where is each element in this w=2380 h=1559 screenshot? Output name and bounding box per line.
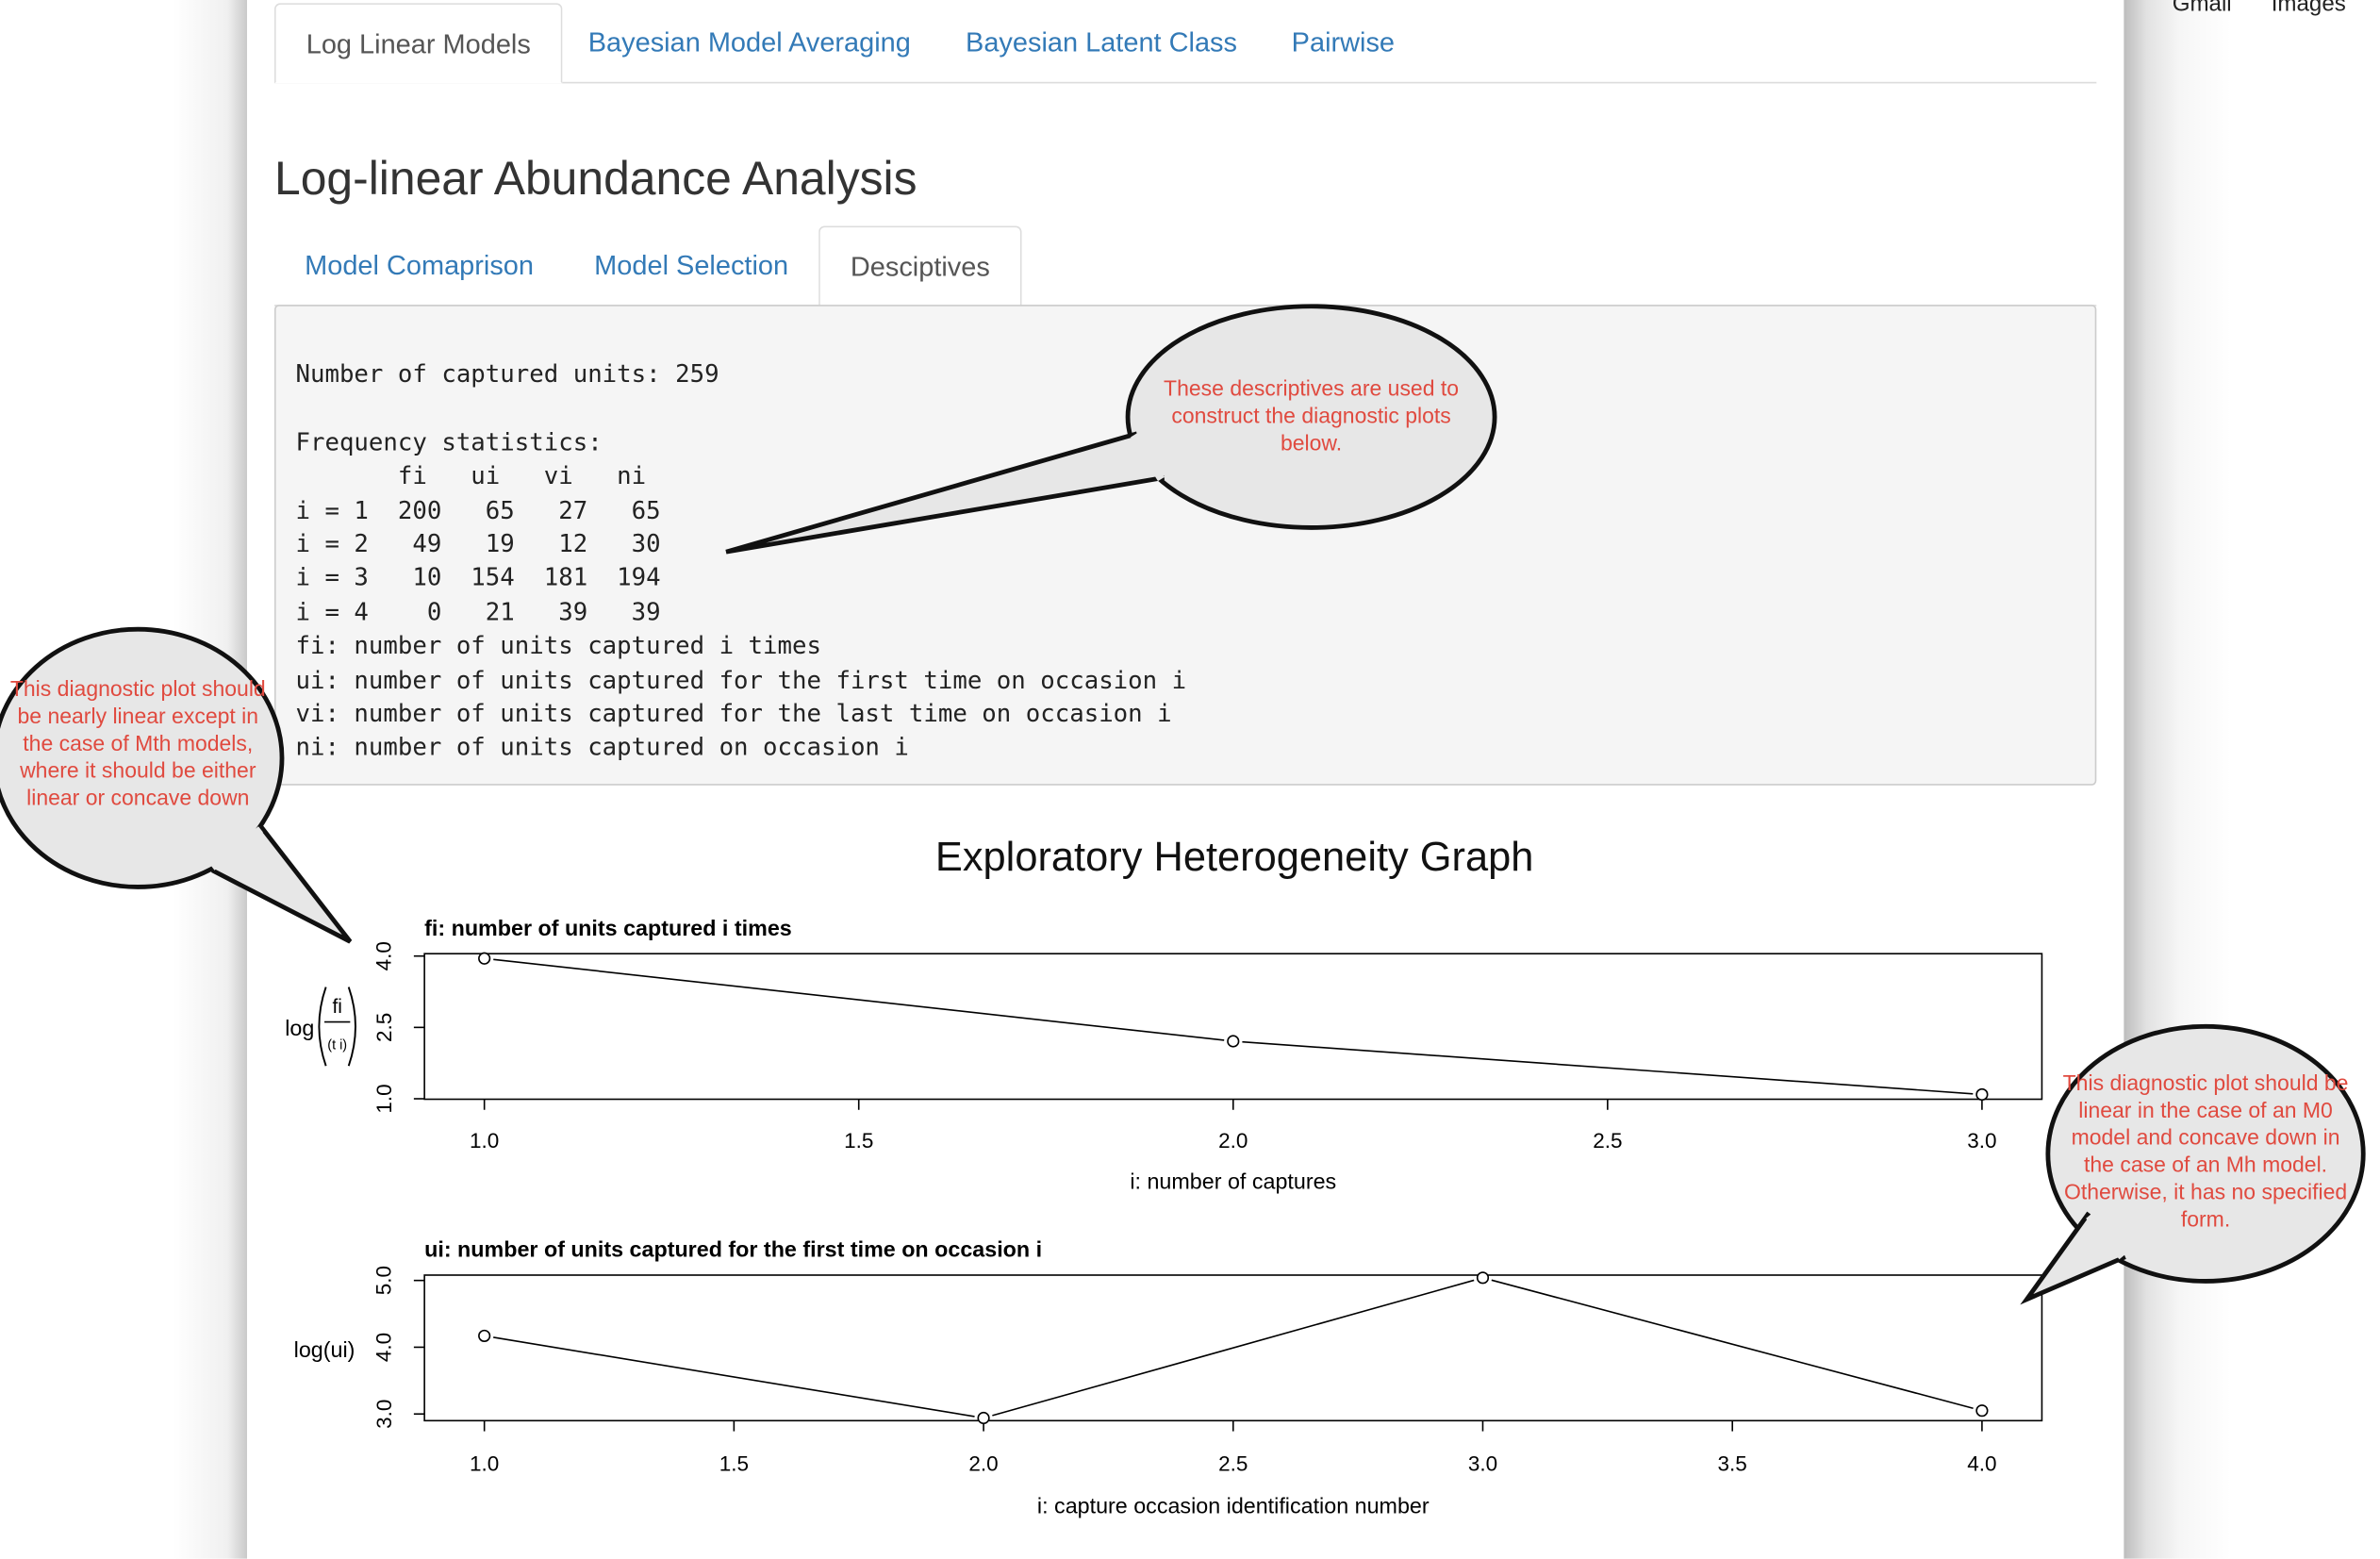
page-title: Log-linear Abundance Analysis	[273, 151, 917, 206]
series-segment	[1242, 1040, 1974, 1095]
sub-tabs: Model Comaprison Model Selection Descipt…	[273, 225, 2097, 307]
output-line: i = 2 49 19 12 30	[295, 529, 661, 558]
output-line: vi: number of units captured for the las…	[295, 699, 1172, 728]
output-line: ni: number of units captured on occasion…	[295, 733, 909, 762]
figure-title: Exploratory Heterogeneity Graph	[934, 834, 1534, 880]
plot-title: fi: number of units captured i times	[424, 916, 792, 940]
y-tick-label: 4.0	[372, 1333, 396, 1362]
top-links: Gmail Images	[2173, 0, 2380, 17]
y-tick-label: 1.0	[372, 1084, 396, 1113]
data-point	[478, 1329, 491, 1343]
x-tick-label: 2.5	[1593, 1129, 1622, 1153]
series-segment	[493, 958, 1225, 1041]
output-line: fi: number of units captured i times	[295, 631, 821, 660]
output-line: i = 3 10 154 181 194	[295, 563, 661, 592]
tab-descriptives[interactable]: Desciptives	[818, 225, 1022, 307]
x-tick-label: 1.5	[719, 1451, 749, 1475]
x-tick-label: 3.0	[1967, 1129, 1996, 1153]
data-point	[1476, 1271, 1490, 1285]
main-tabs: Log Linear Models Bayesian Model Averagi…	[273, 3, 2097, 84]
data-point	[977, 1411, 990, 1425]
x-axis-label: i: number of captures	[1130, 1169, 1336, 1193]
data-point	[1227, 1035, 1240, 1048]
images-link[interactable]: Images	[2271, 0, 2346, 17]
tab-bayesian-latent-class[interactable]: Bayesian Latent Class	[966, 26, 1237, 58]
callout-top-text: These descriptives are used to construct…	[1164, 377, 1460, 456]
data-point	[478, 952, 491, 965]
y-axis-label-denominator: (t i)	[327, 1037, 347, 1053]
right-page-edge	[2124, 0, 2380, 1559]
output-line: i = 1 200 65 27 65	[295, 495, 661, 524]
series-segment	[1491, 1279, 1974, 1409]
data-point	[1975, 1087, 1989, 1102]
y-tick-label: 5.0	[372, 1266, 396, 1295]
descriptives-output: Number of captured units: 259 Frequency …	[273, 305, 2097, 786]
plot-title: ui: number of units captured for the fir…	[424, 1237, 1042, 1262]
output-line: ui: number of units captured for the fir…	[295, 665, 1187, 694]
y-axis-label-paren	[347, 987, 356, 1067]
x-tick-label: 1.0	[470, 1129, 499, 1153]
plot-frame	[423, 953, 2043, 1101]
output-line: Frequency statistics:	[295, 427, 603, 456]
output-line: Number of captured units: 259	[295, 359, 719, 389]
output-line: fi ui vi ni	[295, 461, 647, 490]
y-axis-label-paren	[318, 987, 327, 1067]
tab-model-selection[interactable]: Model Selection	[594, 250, 789, 281]
y-tick-label: 3.0	[372, 1400, 396, 1429]
x-tick-label: 2.5	[1218, 1451, 1248, 1475]
tab-log-linear-models[interactable]: Log Linear Models	[273, 3, 563, 84]
y-axis-label-prefix: log	[285, 1016, 314, 1040]
y-tick-label: 2.5	[372, 1013, 396, 1042]
gmail-link[interactable]: Gmail	[2172, 0, 2232, 17]
callout-left-text: This diagnostic plot should be nearly li…	[9, 677, 266, 812]
y-tick-label: 4.0	[372, 941, 396, 970]
tab-bayesian-model-averaging[interactable]: Bayesian Model Averaging	[587, 26, 911, 58]
x-tick-label: 3.5	[1718, 1451, 1747, 1475]
heterogeneity-plots: fi: number of units captured i times 1.0 1…	[285, 916, 2043, 1518]
x-tick-label: 1.5	[844, 1129, 873, 1153]
series-segment	[992, 1279, 1475, 1417]
tab-pairwise[interactable]: Pairwise	[1291, 26, 1396, 58]
x-tick-label: 1.0	[470, 1451, 499, 1475]
x-tick-label: 2.0	[1218, 1129, 1248, 1153]
tab-model-comparison[interactable]: Model Comaprison	[305, 250, 535, 281]
callout-right-text: This diagnostic plot should be linear in…	[2062, 1071, 2349, 1233]
x-tick-label: 2.0	[968, 1451, 998, 1475]
x-axis-label: i: capture occasion identification numbe…	[1037, 1493, 1430, 1518]
x-tick-label: 4.0	[1967, 1451, 1996, 1475]
x-tick-label: 3.0	[1468, 1451, 1497, 1475]
series-segment	[493, 1336, 975, 1418]
y-axis-label-numerator: fi	[332, 996, 341, 1018]
y-axis-label: log(ui)	[294, 1337, 355, 1362]
output-line: i = 4 0 21 39 39	[295, 597, 661, 626]
data-point	[1975, 1404, 1989, 1418]
